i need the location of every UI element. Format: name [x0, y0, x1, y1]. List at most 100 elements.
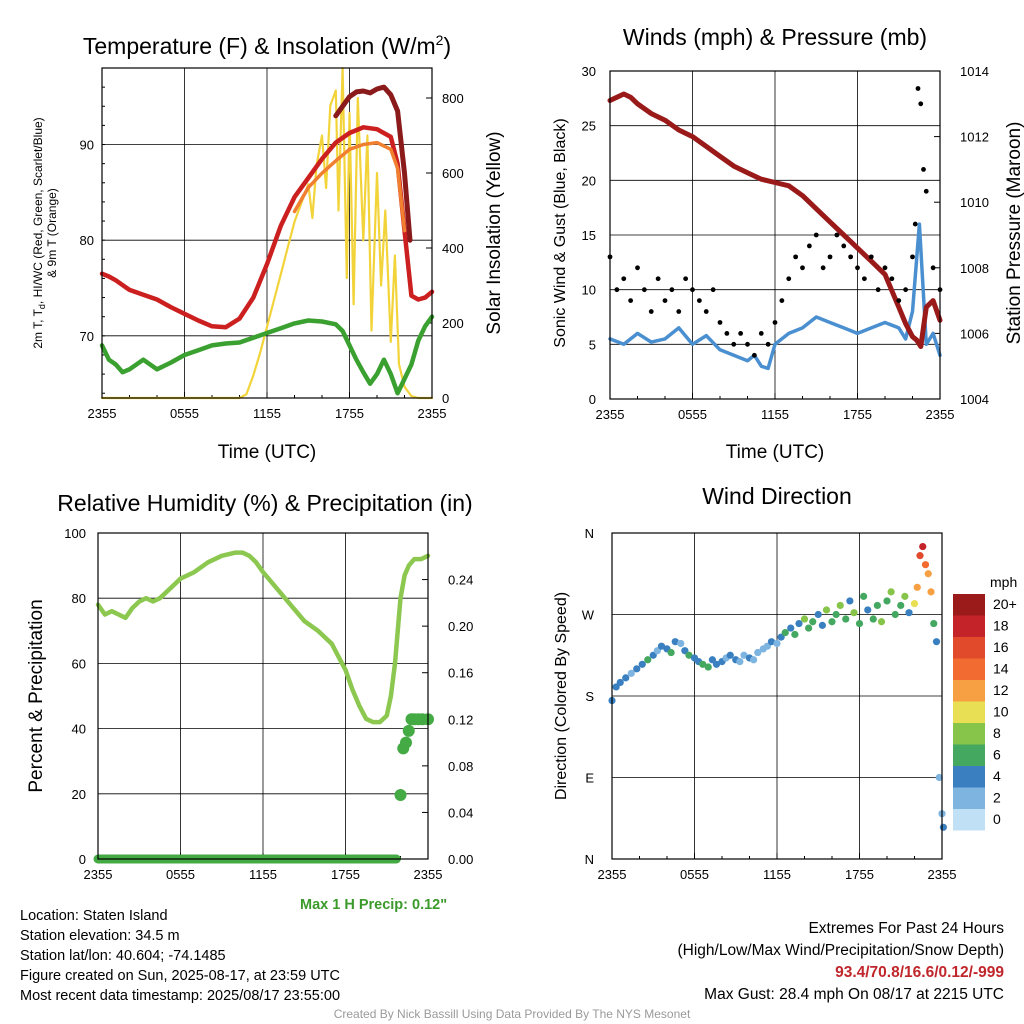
direction-point — [667, 648, 675, 657]
winds-ytick-label: 5 — [589, 337, 596, 352]
direction-point — [800, 615, 809, 623]
winds-xtick-label: 2355 — [596, 407, 625, 422]
humidity-panel: Relative Humidity (%) & Precipitation (i… — [26, 490, 473, 882]
solar-ytick-label: 800 — [442, 91, 464, 106]
winds-xtick-label: 1755 — [843, 407, 872, 422]
direction-point — [877, 618, 886, 626]
direction-point — [726, 651, 734, 659]
gust-point — [875, 287, 881, 293]
winds-ytick-label: 20 — [582, 173, 596, 188]
rh-ytick-label: 80 — [72, 591, 86, 606]
direction-point — [910, 600, 919, 608]
precip-point — [400, 736, 412, 749]
rh-frame — [97, 532, 429, 860]
precip-point — [402, 724, 415, 737]
gust-point — [772, 320, 778, 325]
gust-point — [848, 254, 854, 260]
dir-xtick-label: 1155 — [763, 867, 791, 882]
direction-title: Wind Direction — [702, 483, 852, 509]
colorbar-label: 12 — [993, 682, 1009, 698]
direction-point — [773, 639, 781, 648]
direction-point — [869, 615, 877, 623]
extremes-title: Extremes For Past 24 Hours — [808, 920, 1004, 937]
dir-ytick-label: S — [585, 689, 594, 704]
colorbar-swatch — [953, 744, 985, 766]
pressure-ytick-label: 1012 — [960, 130, 989, 145]
gust-point — [882, 265, 888, 271]
winds-title: Winds (mph) & Pressure (mb) — [623, 24, 927, 50]
colorbar-label: 0 — [993, 811, 1001, 827]
direction-point — [657, 642, 666, 650]
gust-point — [669, 287, 675, 293]
temp-ytick-label: 70 — [80, 329, 94, 344]
direction-point — [677, 639, 685, 648]
gust-point — [903, 287, 909, 293]
direction-point — [919, 542, 927, 551]
precip-ytick-label: 0.20 — [448, 619, 473, 634]
direction-point — [846, 597, 854, 605]
direction-point — [864, 606, 872, 614]
precip-ytick-label: 0.08 — [448, 759, 473, 774]
colorbar-swatch — [953, 723, 985, 745]
temp-ylabel: 2m T, Td, HI/WC (Red, Green, Scarlet/Blu… — [31, 117, 59, 348]
temp-xtick-label: 1155 — [253, 406, 281, 421]
dir-frame — [611, 532, 943, 860]
rh-ytick-label: 20 — [72, 787, 86, 802]
gust-point — [855, 265, 860, 271]
solar-ytick-label: 400 — [442, 241, 464, 256]
series-dewpoint — [99, 314, 435, 396]
gust-point — [621, 276, 627, 282]
direction-point — [750, 656, 758, 664]
direction-point — [787, 624, 795, 632]
gust-point — [861, 276, 867, 282]
dir-xtick-label: 2355 — [598, 867, 627, 882]
title-superscript: 2 — [436, 32, 444, 48]
pressure-ytick-label: 1006 — [960, 326, 989, 341]
gust-point — [820, 265, 826, 271]
colorbar-label: 18 — [993, 618, 1009, 634]
temp-ylabel-line1: 2m T, Td, HI/WC (Red, Green, Scarlet/Blu… — [31, 117, 47, 348]
direction-point — [855, 619, 864, 628]
winds-ytick-label: 25 — [582, 119, 596, 134]
winds-ytick-label: 30 — [582, 64, 596, 79]
winds-xtick-label: 2355 — [926, 407, 955, 422]
direction-point — [704, 663, 712, 671]
temp-ytick-label: 90 — [80, 138, 94, 153]
gust-point — [635, 265, 640, 271]
series-rh — [95, 550, 431, 725]
direction-point — [850, 609, 858, 617]
direction-point — [887, 588, 895, 596]
precip-ytick-label: 0.16 — [448, 666, 473, 681]
dir-ylabel: Direction (Colored By Speed) — [553, 592, 570, 800]
direction-point — [905, 609, 913, 617]
pressure-ytick-label: 1014 — [960, 64, 989, 79]
precip-point — [394, 788, 407, 801]
rh-ytick-label: 60 — [72, 656, 86, 671]
temp-xtick-label: 1755 — [335, 406, 364, 421]
direction-point — [891, 610, 899, 619]
direction-point — [897, 601, 905, 610]
direction-point — [842, 615, 850, 623]
gust-point — [921, 167, 926, 172]
gust-point — [915, 86, 921, 91]
direction-point — [924, 570, 932, 578]
ylabel-part: d — [37, 304, 47, 309]
gust-point — [827, 254, 833, 260]
direction-point — [805, 624, 813, 632]
gust-point — [800, 265, 805, 271]
dir-xtick-label: 0555 — [680, 867, 709, 882]
temp-ylabel-line2: & 9m T (Orange) — [45, 188, 59, 278]
max-1h-precip: Max 1 H Precip: 0.12" — [300, 897, 448, 913]
direction-point — [638, 660, 646, 668]
station-elevation: Station elevation: 34.5 m — [20, 928, 180, 944]
direction-point — [781, 629, 789, 637]
colorbar-label: 20+ — [993, 596, 1017, 612]
dir-ytick-label: W — [582, 608, 595, 623]
colorbar-label: 4 — [993, 768, 1001, 784]
direction-point — [921, 561, 930, 569]
temp-xtick-label: 0555 — [170, 406, 199, 421]
direction-point — [685, 651, 693, 659]
rh-ytick-label: 0 — [79, 852, 86, 867]
rh-ylabel: Percent & Precipitation — [26, 599, 47, 792]
direction-point — [699, 660, 707, 668]
